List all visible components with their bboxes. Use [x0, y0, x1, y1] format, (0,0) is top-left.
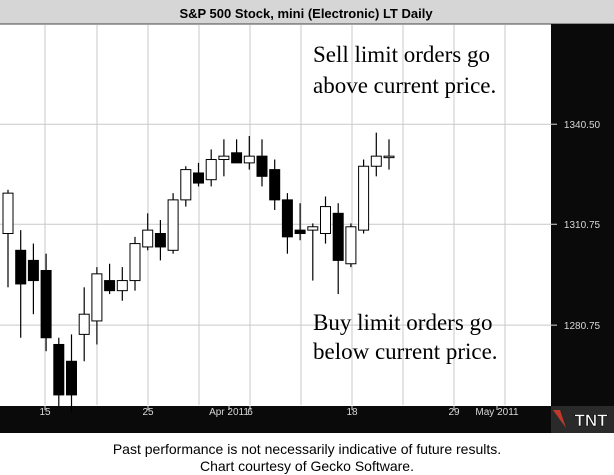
candle: [307, 223, 319, 281]
candle-body: [15, 249, 27, 285]
candle-body: [104, 280, 116, 292]
tnt-logo-text: TNT: [574, 411, 608, 430]
candle: [91, 267, 103, 345]
time-tick-label: May 2011: [475, 407, 519, 418]
candle-body: [40, 269, 52, 339]
candle: [370, 132, 382, 177]
candle: [2, 189, 14, 288]
price-tick-label: 1340.50: [564, 120, 601, 131]
candle: [269, 159, 281, 210]
time-tick-label: 15: [39, 407, 51, 418]
candle-body: [345, 226, 357, 265]
price-axis-panel: [551, 24, 614, 406]
candle-body: [256, 155, 268, 177]
buy-annotation-line-2: below current price.: [313, 339, 498, 364]
candle: [129, 236, 141, 291]
candle-body: [383, 155, 395, 159]
candle: [345, 223, 357, 268]
candle: [116, 267, 128, 301]
candle: [66, 334, 77, 412]
candle-body: [78, 313, 90, 335]
stock-chart: S&P 500 Stock, mini (Electronic) LT Dail…: [0, 0, 614, 433]
candle: [180, 166, 192, 207]
candle: [320, 196, 331, 244]
candle: [15, 230, 27, 338]
candle-body: [370, 155, 382, 167]
candle: [193, 162, 204, 187]
candle-body: [205, 159, 217, 181]
candle: [40, 253, 52, 352]
candle: [205, 149, 217, 187]
candle: [294, 203, 306, 241]
candle: [27, 243, 39, 315]
time-tick-label: 29: [448, 407, 460, 418]
candle-body: [281, 199, 293, 238]
price-tick-label: 1310.75: [564, 220, 601, 231]
chart-title: S&P 500 Stock, mini (Electronic) LT Dail…: [179, 6, 433, 21]
candle: [256, 139, 268, 187]
candle-body: [307, 226, 319, 231]
candle: [167, 193, 179, 254]
candle: [142, 213, 154, 251]
candle: [154, 220, 166, 261]
candle-body: [167, 199, 179, 251]
tnt-logo: TNT: [551, 406, 614, 433]
candle-body: [294, 229, 306, 234]
time-tick-label: Apr 2011: [209, 407, 249, 418]
time-tick-label: 18: [346, 407, 358, 418]
candle: [243, 135, 255, 170]
candle: [281, 193, 293, 254]
candle: [383, 139, 395, 170]
candle-body: [129, 243, 141, 282]
gridlines: [0, 25, 551, 405]
candle-body: [180, 169, 192, 201]
candle-body: [243, 155, 255, 164]
candle-body: [53, 343, 65, 396]
price-tick-label: 1280.75: [564, 321, 601, 332]
candle-body: [66, 360, 77, 396]
footer-disclaimer: Past performance is not necessarily indi…: [112, 441, 502, 457]
candle-body: [358, 165, 370, 231]
candle: [78, 287, 90, 362]
candle-body: [332, 212, 344, 261]
candle-body: [231, 152, 243, 164]
candle-body: [218, 155, 230, 161]
price-axis-labels: 1280.75 1310.75 1340.50: [551, 120, 601, 332]
candle: [332, 203, 344, 295]
candle-body: [320, 206, 331, 234]
candle: [104, 263, 116, 295]
tnt-logo-swoosh: [553, 410, 566, 428]
candle-body: [91, 273, 103, 322]
footer-credit: Chart courtesy of Gecko Software.: [200, 458, 414, 474]
candle: [231, 139, 243, 164]
sell-annotation-line-1: Sell limit orders go: [313, 42, 490, 67]
buy-annotation-line-1: Buy limit orders go: [313, 310, 493, 335]
candle: [358, 159, 370, 234]
candle-body: [154, 232, 166, 248]
candle-body: [193, 172, 204, 184]
time-tick-label: 25: [142, 407, 154, 418]
candle-body: [269, 169, 281, 201]
candle-body: [27, 259, 39, 282]
candle-body: [116, 280, 128, 292]
sell-annotation-line-2: above current price.: [313, 73, 496, 98]
candles: [2, 132, 395, 412]
candle-body: [142, 229, 154, 248]
time-axis-panel: [0, 406, 614, 433]
candle-body: [2, 192, 14, 234]
chart-background: [0, 0, 614, 433]
candle: [218, 139, 230, 177]
title-band: [0, 0, 614, 24]
candle: [53, 337, 65, 409]
time-tick-label: 6: [247, 407, 253, 418]
